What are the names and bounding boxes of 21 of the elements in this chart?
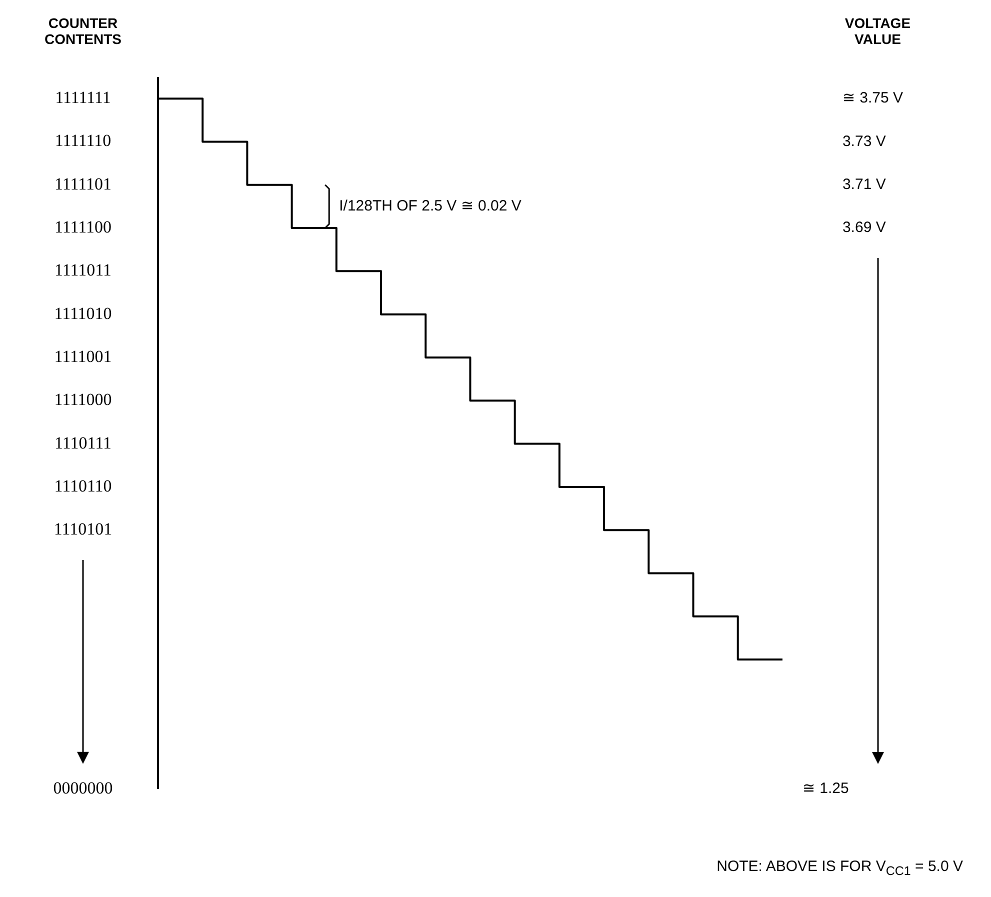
text: 1111011 (54, 260, 112, 280)
y-axis-title: VOLTAGE VALUE (844, 15, 911, 47)
text: 1111110 (54, 131, 112, 150)
text: 1110111 (54, 433, 112, 452)
text: 1110110 (54, 476, 112, 496)
y-tick-label: 3.71 V (842, 176, 886, 194)
text: 1111100 (54, 218, 112, 236)
y-tick-label: 3.69 V (842, 219, 886, 236)
text: 1110101 (54, 520, 112, 539)
text: 1111111 (55, 88, 111, 108)
annotation: ≅ 1.25 (802, 780, 849, 798)
text: NOTE: ABOVE IS FOR V$_{CC1}$ = 5.0 V (716, 858, 964, 878)
text: 1111000 (54, 390, 112, 410)
text: 1111010 (54, 304, 112, 323)
text: 1111001 (54, 346, 112, 366)
y-tick-label: ≅ 3.75 V (842, 90, 904, 107)
y-tick-label: 3.73 V (842, 132, 886, 150)
text: 1111101 (54, 174, 112, 194)
text: COUNTER CONTENTS (44, 15, 122, 47)
text: 0000000 (53, 778, 113, 798)
annotation: I/128TH OF 2.5 V ≅ 0.02 V (339, 198, 522, 215)
